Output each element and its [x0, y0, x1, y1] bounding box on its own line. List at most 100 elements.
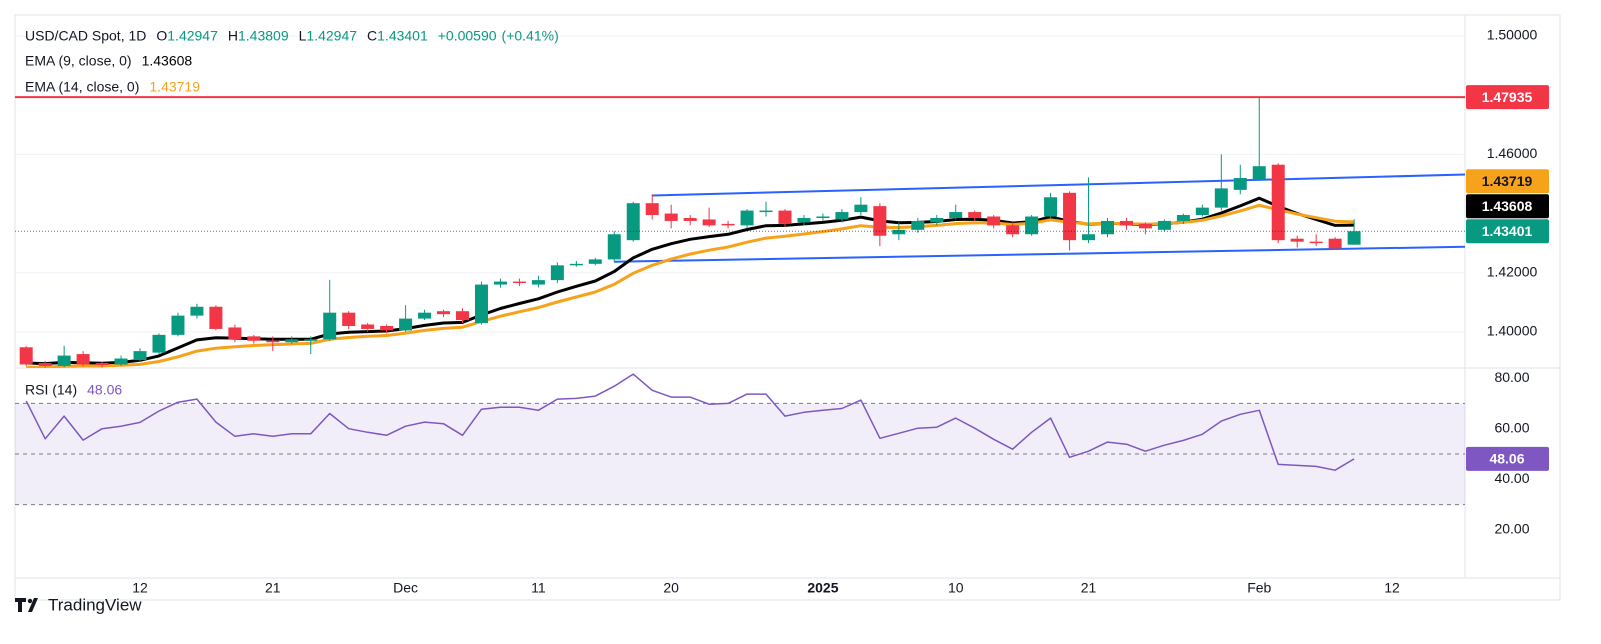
candle-body: [892, 229, 906, 235]
candle-body: [1176, 215, 1190, 221]
candle-body: [968, 212, 982, 218]
candle-body: [171, 315, 185, 335]
price-tag: [1466, 169, 1549, 194]
candle-body: [38, 362, 52, 366]
ohlc-label: C: [367, 28, 377, 44]
x-tick-label: Feb: [1247, 580, 1271, 596]
x-tick-label: 12: [132, 580, 148, 596]
rsi-title: RSI (14): [25, 382, 77, 398]
candle-body: [1233, 178, 1247, 190]
candle-body: [285, 339, 299, 343]
candle-body: [114, 358, 128, 365]
price-tag: [1466, 194, 1549, 219]
candle-body: [1044, 197, 1058, 217]
candle-body: [209, 306, 223, 329]
ohlc-value: 1.43401: [377, 28, 428, 44]
rsi-line: [25, 373, 1355, 471]
candle-body: [759, 210, 773, 213]
x-tick-label: 10: [948, 580, 964, 596]
candle-body: [474, 284, 488, 324]
price-tag: [1466, 446, 1549, 471]
y-tick-label: 1.40000: [1487, 323, 1538, 339]
price-tag-label: 1.43401: [1482, 223, 1533, 239]
candle-body: [702, 219, 716, 226]
candle-body: [1138, 223, 1152, 229]
rsi-tick-label: 40.00: [1494, 470, 1529, 486]
price-tag: [1466, 85, 1549, 110]
candle-body: [418, 312, 432, 319]
rsi-value: 48.06: [87, 382, 122, 398]
candle-body: [1309, 241, 1323, 244]
rsi-tick-label: 80.00: [1494, 369, 1529, 385]
candle-body: [911, 220, 925, 230]
symbol-title: USD/CAD Spot, 1D: [25, 28, 146, 44]
x-tick-label: Dec: [393, 580, 418, 596]
trendline: [652, 173, 1465, 197]
price-tag-label: 1.47935: [1482, 89, 1533, 105]
y-tick-label: 1.42000: [1487, 263, 1538, 279]
candle-body: [854, 204, 868, 213]
y-tick-label: 1.50000: [1487, 27, 1538, 43]
ohlc-label: L: [299, 28, 307, 44]
candle-body: [456, 311, 470, 321]
candle-body: [569, 263, 583, 266]
candle-body: [550, 265, 564, 281]
x-tick-label: 21: [265, 580, 281, 596]
candle-body: [1025, 216, 1039, 235]
price-tag-label: 1.43608: [1482, 198, 1533, 214]
candle-body: [987, 216, 1001, 226]
candle-body: [342, 312, 356, 326]
x-tick-label: 12: [1384, 580, 1400, 596]
candle-body: [228, 327, 242, 340]
ohlc-label: O: [156, 28, 167, 44]
candle-body: [399, 318, 413, 331]
candle-body: [437, 311, 451, 315]
candle-body: [361, 324, 375, 329]
candle-body: [266, 340, 280, 343]
candle-body: [152, 334, 166, 353]
candle-body: [380, 325, 394, 331]
legend-name: EMA (14, close, 0): [25, 79, 139, 95]
rsi-tick-label: 60.00: [1494, 419, 1529, 435]
candle-body: [1252, 166, 1266, 180]
ohlc-value: 1.42947: [306, 28, 357, 44]
candle-body: [19, 347, 33, 365]
candle-body: [133, 351, 147, 361]
ohlc-value: 1.43809: [238, 28, 289, 44]
candle-body: [721, 223, 735, 226]
candle-body: [1290, 238, 1304, 242]
rsi-pane: [15, 373, 1465, 506]
candle-body: [588, 259, 602, 264]
candle-body: [1100, 220, 1114, 235]
logo-dot: [27, 598, 33, 604]
price-pane: [15, 35, 1465, 368]
candle-body: [683, 217, 697, 221]
change: +0.00590: [438, 28, 497, 44]
trendline: [614, 245, 1465, 263]
price-tag-label: 1.43719: [1482, 173, 1533, 189]
candle-body: [797, 217, 811, 223]
candle-body: [873, 206, 887, 236]
candle-body: [664, 213, 678, 221]
candle-body: [835, 212, 849, 220]
candle-body: [323, 312, 337, 340]
candle-body: [512, 281, 526, 284]
candle-body: [531, 280, 545, 285]
ohlc-label: H: [228, 28, 238, 44]
logo-icon: [15, 598, 38, 612]
candle-body: [76, 354, 90, 365]
candle-body: [1063, 192, 1077, 241]
logo: TradingView: [15, 595, 142, 614]
candle-body: [1119, 220, 1133, 226]
legend-name: EMA (9, close, 0): [25, 53, 132, 69]
candle-body: [949, 212, 963, 218]
ema-line: [26, 203, 1355, 368]
candle-body: [1006, 225, 1020, 235]
brand: TradingView: [48, 595, 142, 614]
candle-body: [1271, 164, 1285, 241]
candle-body: [95, 362, 109, 366]
rsi-tick-label: 20.00: [1494, 521, 1529, 537]
change-pct: (+0.41%): [502, 28, 559, 44]
price-tag-label: 48.06: [1489, 451, 1524, 467]
